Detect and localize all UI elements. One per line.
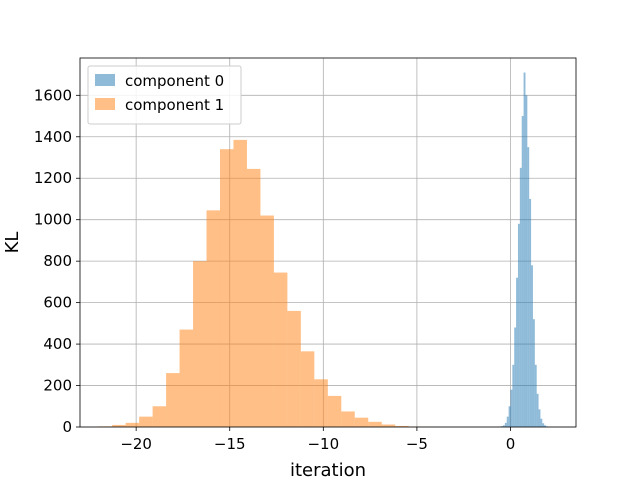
legend-label-component-0: component 0 xyxy=(125,72,224,90)
x-tick-label: −20 xyxy=(120,435,152,453)
y-tick-label: 800 xyxy=(43,252,72,270)
histogram-bar-component-0 xyxy=(501,426,504,427)
y-tick-label: 1600 xyxy=(34,86,72,104)
legend-swatch-component-0 xyxy=(95,74,115,86)
y-axis-label: KL xyxy=(2,232,23,254)
histogram-bar-component-1 xyxy=(246,168,261,428)
legend-box xyxy=(87,65,242,125)
x-tick-label: −15 xyxy=(214,435,246,453)
histogram-bar-component-0 xyxy=(529,198,532,427)
histogram-bar-component-1 xyxy=(354,417,369,427)
histogram-bar-component-1 xyxy=(179,329,194,427)
histogram-bar-component-1 xyxy=(381,424,396,427)
plot-frame xyxy=(79,57,577,428)
histogram-bar-component-0 xyxy=(534,364,537,427)
x-axis-label: iteration xyxy=(290,460,366,480)
histogram-bar-component-1 xyxy=(341,411,355,427)
y-tick-label: 200 xyxy=(43,377,72,395)
axis-ticks: −20 −15 −10 −5 0 0 200 400 600 800 1000 1200 1400 160… xyxy=(34,86,515,453)
histogram-bar-component-0 xyxy=(512,364,515,427)
histogram-bar-component-0 xyxy=(510,389,513,427)
histogram-bar-component-0 xyxy=(538,409,541,427)
histogram-bar-component-0 xyxy=(519,167,522,427)
histogram-bar-component-1 xyxy=(220,149,234,427)
histogram-bar-component-1 xyxy=(166,373,180,427)
y-tick-label: 1200 xyxy=(34,169,72,187)
histogram-bar-component-0 xyxy=(532,319,535,427)
y-tick-label: 400 xyxy=(43,335,72,353)
x-tick-label: 0 xyxy=(506,435,516,453)
legend-label-component-1: component 1 xyxy=(125,96,224,114)
histogram-bar-component-0 xyxy=(516,277,518,427)
histogram-bar-component-0 xyxy=(506,416,509,427)
histogram-bar-component-1 xyxy=(125,422,140,427)
histogram-bar-component-1 xyxy=(368,421,382,427)
histogram-bar-component-0 xyxy=(503,425,505,427)
histogram-bar-component-0 xyxy=(527,147,530,427)
legend-swatch-component-1 xyxy=(95,98,115,110)
histogram-bar-component-1 xyxy=(300,351,315,427)
y-tick-label: 1000 xyxy=(34,211,72,229)
y-tick-label: 600 xyxy=(43,294,72,312)
histogram-bar-component-1 xyxy=(112,424,126,427)
y-tick-label: 0 xyxy=(62,418,72,436)
histogram-bar-component-0 xyxy=(521,116,524,427)
histogram-bar-component-0 xyxy=(542,423,545,427)
histogram-bar-component-0 xyxy=(544,425,547,427)
legend: component 0 component 1 xyxy=(87,65,242,125)
histogram-bar-component-0 xyxy=(504,422,507,427)
histogram-bar-component-1 xyxy=(314,379,328,427)
histogram-bar-component-1 xyxy=(206,210,221,427)
histogram-bar-component-0 xyxy=(531,265,533,427)
histogram-bar-component-1 xyxy=(233,139,247,427)
histogram-bar-component-0 xyxy=(525,95,528,427)
histogram-bar-component-0 xyxy=(517,223,520,427)
histogram-bar-component-1 xyxy=(260,215,274,427)
histogram-bar-component-0 xyxy=(540,418,543,427)
histogram-bar-component-0 xyxy=(508,406,511,427)
histogram-bar-component-0 xyxy=(514,327,517,427)
histogram-bar-component-1 xyxy=(139,416,153,427)
x-tick-label: −5 xyxy=(406,435,428,453)
histogram-bar-component-0 xyxy=(523,72,526,428)
histogram-bar-component-0 xyxy=(536,393,539,427)
histogram-bar-component-1 xyxy=(395,425,409,427)
histogram-bar-component-1 xyxy=(327,395,342,427)
histogram-bar-component-1 xyxy=(152,406,167,427)
histogram-bar-component-1 xyxy=(273,272,288,427)
histogram-bar-component-1 xyxy=(193,261,207,427)
x-tick-label: −10 xyxy=(307,435,339,453)
histogram-bar-component-1 xyxy=(287,310,301,427)
y-tick-label: 1400 xyxy=(34,128,72,146)
